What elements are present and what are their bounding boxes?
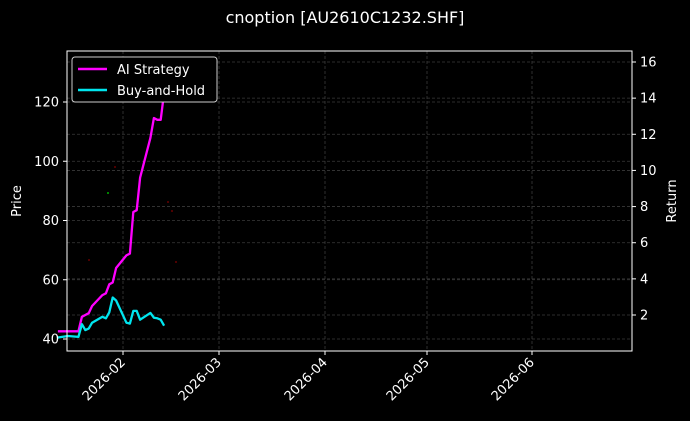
trade-markers	[88, 166, 177, 263]
trade-marker	[167, 201, 169, 203]
chart-title: cnoption [AU2610C1232.SHF]	[225, 8, 465, 27]
y-tick-label-left: 80	[42, 214, 59, 229]
grid-lines	[67, 51, 632, 351]
series-lines	[57, 92, 166, 339]
x-tick-label: 2026-05	[384, 355, 433, 404]
x-tick-label: 2026-02	[80, 355, 129, 404]
y-tick-label-right: 16	[640, 56, 657, 71]
trade-marker	[107, 192, 109, 194]
y-tick-label-right: 12	[640, 128, 657, 143]
y-tick-label-left: 40	[42, 333, 59, 348]
plot-frame	[66, 50, 633, 352]
y-axis-label-right: Return	[665, 179, 680, 222]
legend-label-buy-and-hold: Buy-and-Hold	[117, 84, 205, 99]
trade-marker	[88, 259, 90, 261]
y-tick-label-right: 2	[640, 309, 648, 324]
x-axis: 2026-02 2026-03 2026-04 2026-05 2026-06	[80, 351, 538, 404]
y-axis-label-left: Price	[10, 185, 25, 217]
y-tick-label-right: 14	[640, 92, 657, 107]
y-tick-label-right: 10	[640, 164, 657, 179]
y-tick-label-right: 8	[640, 200, 648, 215]
legend: AI Strategy Buy-and-Hold	[71, 56, 218, 103]
y-tick-label-left: 100	[34, 155, 59, 170]
x-tick-label: 2026-06	[489, 355, 538, 404]
x-tick-label: 2026-04	[282, 355, 331, 404]
y-axis-right: 2 4 6 8 10 12 14 16	[632, 56, 657, 324]
trade-marker	[175, 261, 177, 263]
y-tick-label-right: 6	[640, 236, 648, 251]
y-axis-left: 40 60 80 100 120	[34, 96, 67, 348]
trade-marker	[114, 166, 116, 168]
y-tick-label-right: 4	[640, 272, 648, 287]
y-tick-label-left: 120	[34, 96, 59, 111]
trade-marker	[171, 210, 173, 212]
series-line-ai-strategy	[57, 92, 166, 333]
legend-box	[71, 56, 218, 103]
legend-label-ai-strategy: AI Strategy	[117, 63, 190, 78]
y-tick-label-left: 60	[42, 273, 59, 288]
series-line-buy-and-hold	[57, 296, 166, 339]
x-tick-label: 2026-03	[176, 355, 225, 404]
